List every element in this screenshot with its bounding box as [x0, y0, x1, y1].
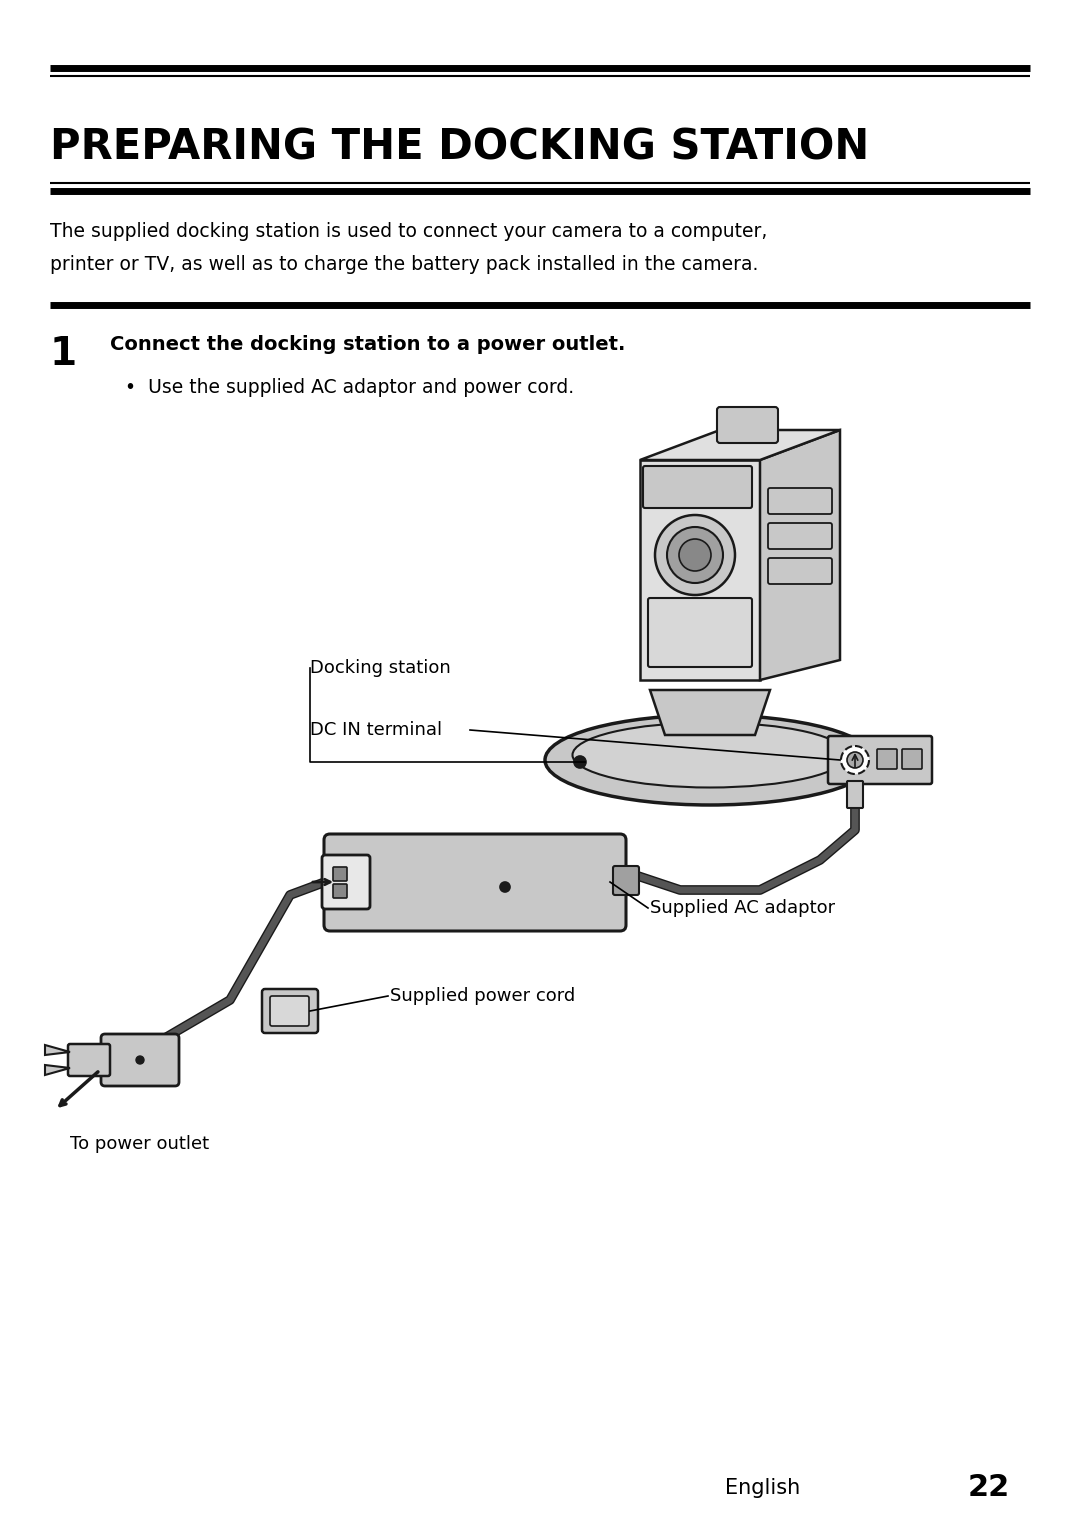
FancyBboxPatch shape	[648, 598, 752, 667]
FancyBboxPatch shape	[613, 865, 639, 896]
Text: English: English	[725, 1479, 800, 1499]
Polygon shape	[640, 459, 760, 681]
Text: Supplied AC adaptor: Supplied AC adaptor	[650, 899, 835, 917]
FancyBboxPatch shape	[270, 996, 309, 1025]
FancyBboxPatch shape	[847, 781, 863, 807]
Text: DC IN terminal: DC IN terminal	[310, 720, 442, 739]
Polygon shape	[45, 1045, 70, 1054]
Text: PREPARING THE DOCKING STATION: PREPARING THE DOCKING STATION	[50, 127, 869, 169]
FancyBboxPatch shape	[643, 465, 752, 508]
Text: Supplied power cord: Supplied power cord	[390, 987, 576, 1006]
Circle shape	[654, 514, 735, 595]
FancyBboxPatch shape	[768, 488, 832, 514]
FancyBboxPatch shape	[828, 736, 932, 784]
Text: 22: 22	[968, 1474, 1010, 1503]
Text: Docking station: Docking station	[310, 659, 450, 678]
Text: Connect the docking station to a power outlet.: Connect the docking station to a power o…	[110, 336, 625, 354]
Polygon shape	[640, 430, 840, 459]
Circle shape	[679, 539, 711, 571]
FancyBboxPatch shape	[68, 1044, 110, 1076]
FancyBboxPatch shape	[902, 749, 922, 769]
FancyBboxPatch shape	[102, 1035, 179, 1087]
Circle shape	[841, 746, 869, 774]
FancyBboxPatch shape	[717, 407, 778, 443]
Text: printer or TV, as well as to charge the battery pack installed in the camera.: printer or TV, as well as to charge the …	[50, 255, 758, 275]
Polygon shape	[760, 430, 840, 681]
Text: To power outlet: To power outlet	[70, 1135, 210, 1154]
Circle shape	[847, 752, 863, 768]
Ellipse shape	[572, 722, 848, 787]
FancyBboxPatch shape	[262, 989, 318, 1033]
Text: •  Use the supplied AC adaptor and power cord.: • Use the supplied AC adaptor and power …	[125, 378, 575, 397]
Circle shape	[667, 526, 723, 583]
Circle shape	[500, 882, 510, 893]
Ellipse shape	[545, 716, 875, 806]
Circle shape	[573, 755, 586, 768]
FancyBboxPatch shape	[322, 855, 370, 909]
FancyBboxPatch shape	[877, 749, 897, 769]
Circle shape	[136, 1056, 144, 1064]
Text: 1: 1	[50, 336, 77, 372]
Polygon shape	[650, 690, 770, 736]
FancyBboxPatch shape	[768, 523, 832, 549]
FancyBboxPatch shape	[333, 884, 347, 897]
FancyBboxPatch shape	[324, 835, 626, 931]
Polygon shape	[45, 1065, 70, 1074]
FancyBboxPatch shape	[768, 559, 832, 584]
FancyBboxPatch shape	[333, 867, 347, 881]
Text: The supplied docking station is used to connect your camera to a computer,: The supplied docking station is used to …	[50, 221, 768, 241]
